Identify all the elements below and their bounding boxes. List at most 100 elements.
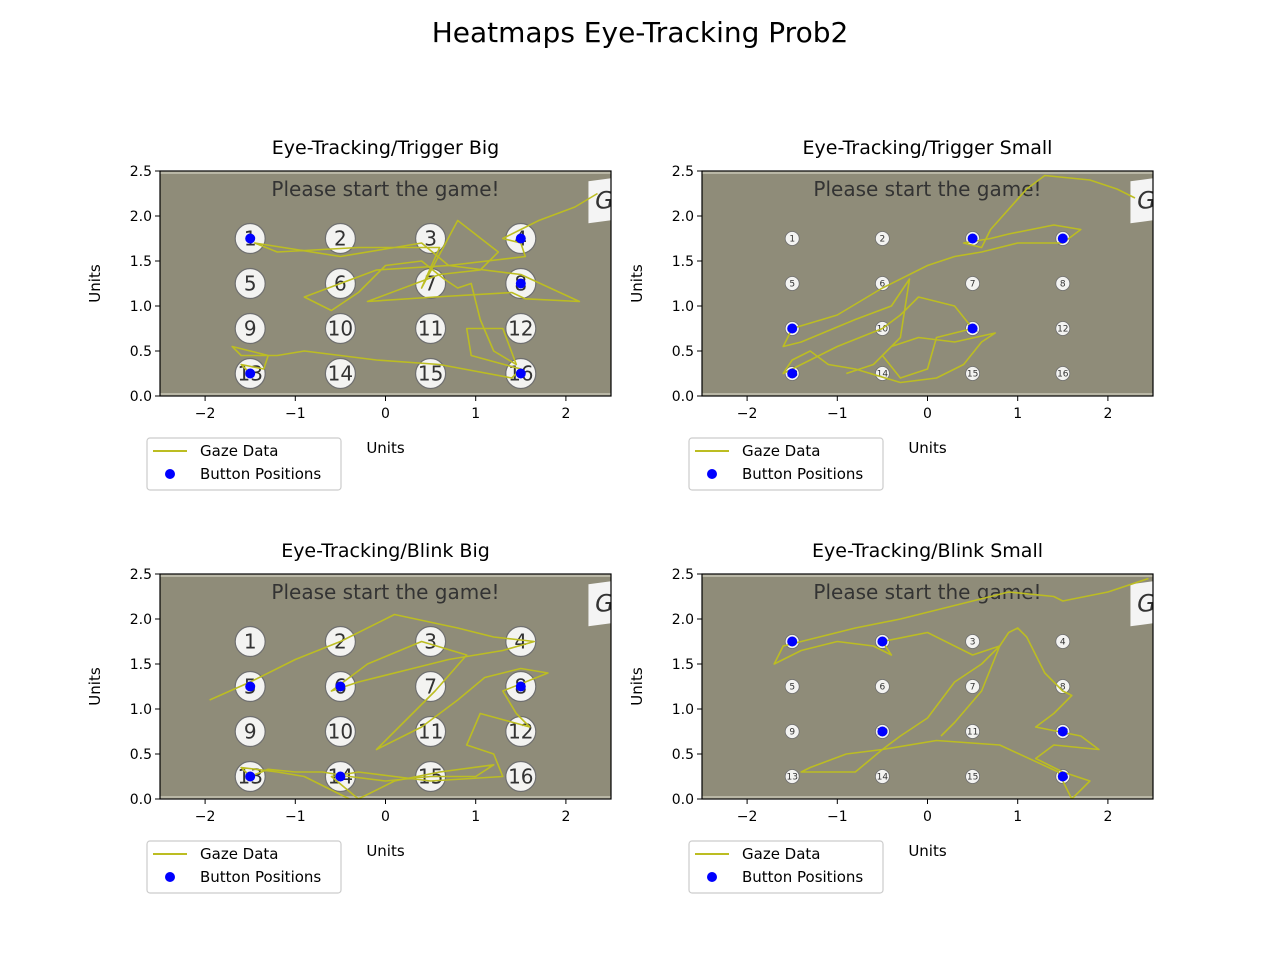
game-button-circle xyxy=(965,276,980,291)
subplot-title: Eye-Tracking/Trigger Big xyxy=(272,137,500,159)
y-tick-label: 2.0 xyxy=(672,612,694,628)
y-tick-label: 2.0 xyxy=(130,209,152,225)
x-tick-label: 1 xyxy=(1013,406,1022,422)
game-button-label: 9 xyxy=(244,720,257,744)
gaze-line xyxy=(782,174,1136,384)
y-tick-label: 0.0 xyxy=(672,792,694,808)
y-tick-label: 0.5 xyxy=(672,747,694,763)
game-button-label: 4 xyxy=(514,630,527,654)
game-button-circle xyxy=(1055,679,1071,694)
y-tick-label: 1.0 xyxy=(672,702,694,718)
y-tick-label: 1.0 xyxy=(672,299,694,315)
plot-area: Please start the game!G12345678910111213… xyxy=(702,171,1153,396)
game-button-circle xyxy=(505,625,537,658)
game-button-circle xyxy=(875,231,890,246)
legend: Gaze Data Button Positions xyxy=(146,437,342,491)
x-axis-label: Units xyxy=(908,439,947,457)
button-position-point xyxy=(515,368,526,379)
button-position-point xyxy=(245,368,256,379)
game-button-label: 3 xyxy=(424,227,437,251)
legend-button-swatch xyxy=(707,469,717,479)
game-button-label: 1 xyxy=(244,630,257,654)
game-button-label: 14 xyxy=(328,362,353,386)
x-tick-label: 1 xyxy=(471,809,480,825)
legend: Gaze Data Button Positions xyxy=(146,840,342,894)
screen-background xyxy=(702,574,1153,799)
y-tick-label: 0.0 xyxy=(672,389,694,405)
y-axis-label: Units xyxy=(86,667,104,706)
game-button: 7 xyxy=(415,267,447,300)
button-position-point xyxy=(515,233,526,244)
game-button-circle xyxy=(875,366,890,381)
legend-button-label: Button Positions xyxy=(200,868,321,886)
screen-bottom-edge xyxy=(702,796,1153,799)
x-axis-label: Units xyxy=(366,842,405,860)
game-button-circle xyxy=(324,222,356,255)
logo-letter: G xyxy=(595,589,614,617)
x-tick-label: −2 xyxy=(195,809,216,825)
subplot-title: Eye-Tracking/Blink Big xyxy=(281,540,490,562)
y-axis-label: Units xyxy=(628,264,646,303)
button-position-point xyxy=(1057,233,1068,244)
game-button-label: 12 xyxy=(1057,325,1068,335)
game-button: 4 xyxy=(505,625,537,658)
game-button-circle xyxy=(324,312,356,345)
game-button-label: 5 xyxy=(244,272,257,296)
game-button: 7 xyxy=(415,670,447,703)
game-button-circle xyxy=(234,312,266,345)
y-tick-label: 2.5 xyxy=(672,567,694,583)
game-button: 11 xyxy=(415,715,447,748)
plot-area: Please start the game!G12345678910111213… xyxy=(160,574,614,799)
game-button: 7 xyxy=(965,679,980,694)
game-button-label: 9 xyxy=(244,317,257,341)
screen-top-edge xyxy=(160,574,611,577)
game-button-circle xyxy=(324,715,356,748)
subplot-grid: Please start the game!G12345678910111213… xyxy=(86,137,1154,894)
gaze-line xyxy=(773,577,1149,799)
game-button-label: 2 xyxy=(880,235,886,245)
button-position-point xyxy=(787,368,798,379)
legend-button-label: Button Positions xyxy=(200,465,321,483)
game-button: 15 xyxy=(965,366,980,381)
x-tick-label: 1 xyxy=(471,406,480,422)
legend-gaze-label: Gaze Data xyxy=(742,442,821,460)
game-button: 3 xyxy=(415,222,447,255)
game-button-label: 10 xyxy=(328,720,353,744)
game-button-circle xyxy=(784,769,800,784)
game-button: 9 xyxy=(234,312,266,345)
x-tick-label: 0 xyxy=(381,809,390,825)
legend: Gaze Data Button Positions xyxy=(688,437,884,491)
game-button-circle xyxy=(234,267,266,300)
screen-bottom-edge xyxy=(702,393,1153,396)
legend-gaze-label: Gaze Data xyxy=(200,442,279,460)
game-button-label: 5 xyxy=(789,683,795,693)
game-button: 11 xyxy=(965,724,980,739)
button-position-point xyxy=(877,636,888,647)
x-tick-label: −1 xyxy=(285,406,306,422)
logo-letter: G xyxy=(595,186,614,214)
button-position-point xyxy=(515,278,526,289)
game-button-circle xyxy=(1055,634,1071,649)
game-button: 15 xyxy=(965,769,980,784)
game-button-circle xyxy=(415,670,447,703)
button-position-point xyxy=(967,323,978,334)
game-button: 14 xyxy=(324,357,356,390)
game-button: 6 xyxy=(875,679,890,694)
game-button-circle xyxy=(965,769,980,784)
game-button: 4 xyxy=(1055,634,1071,649)
x-tick-label: 2 xyxy=(561,809,570,825)
subplot-2: Please start the game!G12345678910111213… xyxy=(628,137,1154,491)
button-position-point xyxy=(787,636,798,647)
button-position-point xyxy=(1057,771,1068,782)
game-button-circle xyxy=(505,312,537,345)
y-axis-label: Units xyxy=(628,667,646,706)
game-button-label: 2 xyxy=(334,227,347,251)
game-button: 12 xyxy=(1055,321,1071,336)
game-button-circle xyxy=(965,366,980,381)
logo-tab xyxy=(588,581,611,627)
game-button: 10 xyxy=(324,715,356,748)
game-button-label: 7 xyxy=(424,272,437,296)
game-button: 9 xyxy=(234,715,266,748)
game-button-circle xyxy=(875,769,890,784)
button-position-point xyxy=(245,233,256,244)
